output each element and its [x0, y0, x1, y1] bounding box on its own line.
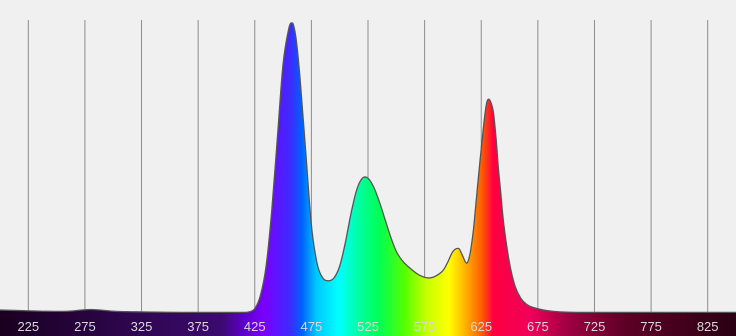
x-tick-label: 675 — [527, 319, 549, 334]
x-tick-label: 275 — [74, 319, 96, 334]
x-tick-label: 225 — [17, 319, 39, 334]
spectrum-curve — [0, 22, 736, 314]
x-tick-label: 325 — [131, 319, 153, 334]
x-tick-label: 375 — [187, 319, 209, 334]
x-tick-label: 725 — [584, 319, 606, 334]
x-tick-label: 825 — [697, 319, 719, 334]
x-tick-label: 525 — [357, 319, 379, 334]
x-tick-label: 575 — [414, 319, 436, 334]
x-tick-label: 625 — [470, 319, 492, 334]
wavelength-color-band — [0, 313, 736, 336]
x-tick-label: 425 — [244, 319, 266, 334]
x-tick-label: 775 — [640, 319, 662, 334]
x-tick-label: 475 — [301, 319, 323, 334]
spectrum-area — [0, 22, 736, 314]
